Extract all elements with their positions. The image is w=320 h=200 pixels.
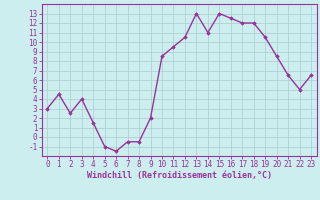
- X-axis label: Windchill (Refroidissement éolien,°C): Windchill (Refroidissement éolien,°C): [87, 171, 272, 180]
